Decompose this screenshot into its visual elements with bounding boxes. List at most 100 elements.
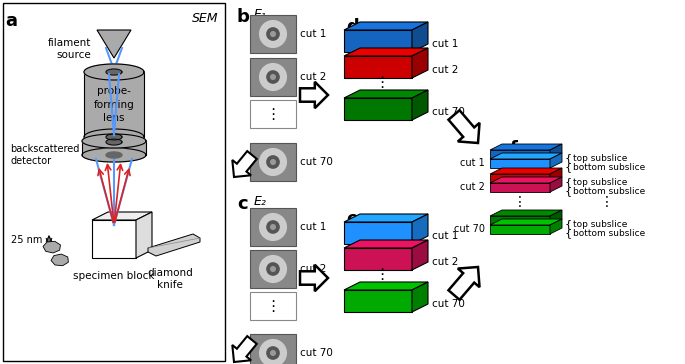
Polygon shape bbox=[232, 151, 257, 177]
Text: diamond
knife: diamond knife bbox=[147, 268, 193, 290]
Polygon shape bbox=[300, 82, 328, 108]
Polygon shape bbox=[412, 48, 428, 78]
Text: cut 1: cut 1 bbox=[300, 29, 326, 39]
Polygon shape bbox=[97, 30, 131, 58]
Polygon shape bbox=[550, 153, 562, 168]
Circle shape bbox=[266, 262, 280, 276]
Text: cut 2: cut 2 bbox=[432, 65, 458, 75]
Polygon shape bbox=[412, 22, 428, 52]
Polygon shape bbox=[84, 129, 144, 145]
Bar bbox=[250, 100, 296, 128]
Bar bbox=[250, 143, 296, 181]
Polygon shape bbox=[43, 241, 60, 253]
Polygon shape bbox=[106, 139, 122, 145]
Circle shape bbox=[259, 20, 287, 48]
Polygon shape bbox=[344, 248, 412, 270]
Text: E₂: E₂ bbox=[254, 195, 267, 208]
Polygon shape bbox=[148, 234, 200, 256]
Polygon shape bbox=[300, 265, 328, 291]
Circle shape bbox=[266, 27, 280, 41]
Circle shape bbox=[270, 74, 276, 80]
Text: 25 nm: 25 nm bbox=[11, 235, 42, 245]
Polygon shape bbox=[412, 240, 428, 270]
Polygon shape bbox=[136, 212, 152, 258]
Polygon shape bbox=[490, 210, 562, 216]
Text: cut 2: cut 2 bbox=[300, 264, 326, 274]
Polygon shape bbox=[51, 254, 68, 266]
Polygon shape bbox=[82, 134, 146, 148]
Polygon shape bbox=[550, 219, 562, 234]
Polygon shape bbox=[490, 150, 550, 159]
Text: cut 2: cut 2 bbox=[300, 72, 326, 82]
Polygon shape bbox=[344, 222, 412, 244]
Polygon shape bbox=[490, 174, 550, 183]
Text: ⋮: ⋮ bbox=[265, 107, 281, 122]
Text: bottom subslice: bottom subslice bbox=[573, 229, 645, 238]
Circle shape bbox=[266, 70, 280, 84]
Text: ⋮: ⋮ bbox=[600, 195, 614, 209]
Polygon shape bbox=[344, 290, 412, 312]
Polygon shape bbox=[344, 282, 428, 290]
Circle shape bbox=[270, 224, 276, 230]
Text: {: { bbox=[565, 228, 572, 238]
Bar bbox=[3, 3, 225, 361]
Polygon shape bbox=[106, 152, 122, 158]
Text: probe-
forming
lens: probe- forming lens bbox=[94, 86, 134, 123]
Text: SEM: SEM bbox=[192, 12, 218, 25]
Polygon shape bbox=[490, 159, 550, 168]
Polygon shape bbox=[84, 64, 144, 80]
Text: {: { bbox=[565, 219, 572, 229]
Polygon shape bbox=[344, 214, 428, 222]
Text: d: d bbox=[346, 18, 359, 36]
Polygon shape bbox=[490, 153, 562, 159]
Polygon shape bbox=[344, 240, 428, 248]
Bar bbox=[250, 334, 296, 364]
Circle shape bbox=[266, 155, 280, 169]
Polygon shape bbox=[449, 110, 479, 143]
Text: cut 2: cut 2 bbox=[460, 182, 485, 191]
Bar bbox=[250, 292, 296, 320]
Polygon shape bbox=[412, 214, 428, 244]
Polygon shape bbox=[550, 168, 562, 183]
Text: ⋮: ⋮ bbox=[265, 298, 281, 313]
Circle shape bbox=[270, 159, 276, 165]
Text: cut 2: cut 2 bbox=[432, 257, 458, 267]
Text: ⋮: ⋮ bbox=[375, 75, 390, 90]
Circle shape bbox=[266, 346, 280, 360]
Circle shape bbox=[266, 220, 280, 234]
Circle shape bbox=[259, 148, 287, 176]
Polygon shape bbox=[106, 134, 122, 140]
Polygon shape bbox=[344, 90, 428, 98]
Text: E₁: E₁ bbox=[254, 8, 267, 21]
Text: cut 70: cut 70 bbox=[454, 223, 485, 234]
Circle shape bbox=[270, 31, 276, 37]
Polygon shape bbox=[92, 220, 136, 258]
Circle shape bbox=[259, 255, 287, 283]
Polygon shape bbox=[490, 177, 562, 183]
Text: e: e bbox=[346, 210, 358, 228]
Text: {: { bbox=[565, 177, 572, 187]
Circle shape bbox=[259, 213, 287, 241]
Polygon shape bbox=[550, 144, 562, 159]
Text: bottom subslice: bottom subslice bbox=[573, 187, 645, 195]
Circle shape bbox=[270, 266, 276, 272]
Polygon shape bbox=[490, 183, 550, 192]
Polygon shape bbox=[550, 177, 562, 192]
Circle shape bbox=[270, 350, 276, 356]
Bar bbox=[250, 250, 296, 288]
Polygon shape bbox=[344, 30, 412, 52]
Polygon shape bbox=[550, 210, 562, 225]
Text: cut 1: cut 1 bbox=[432, 39, 458, 49]
Text: bottom subslice: bottom subslice bbox=[573, 163, 645, 171]
Bar bbox=[250, 208, 296, 246]
Polygon shape bbox=[82, 141, 146, 155]
Bar bbox=[250, 15, 296, 53]
Text: backscattered
detector: backscattered detector bbox=[10, 144, 79, 166]
Polygon shape bbox=[232, 336, 257, 362]
Polygon shape bbox=[344, 22, 428, 30]
Text: a: a bbox=[5, 12, 17, 30]
Text: cut 1: cut 1 bbox=[300, 222, 326, 232]
Text: b: b bbox=[237, 8, 250, 26]
Text: filament
source: filament source bbox=[48, 38, 91, 60]
Polygon shape bbox=[490, 225, 550, 234]
